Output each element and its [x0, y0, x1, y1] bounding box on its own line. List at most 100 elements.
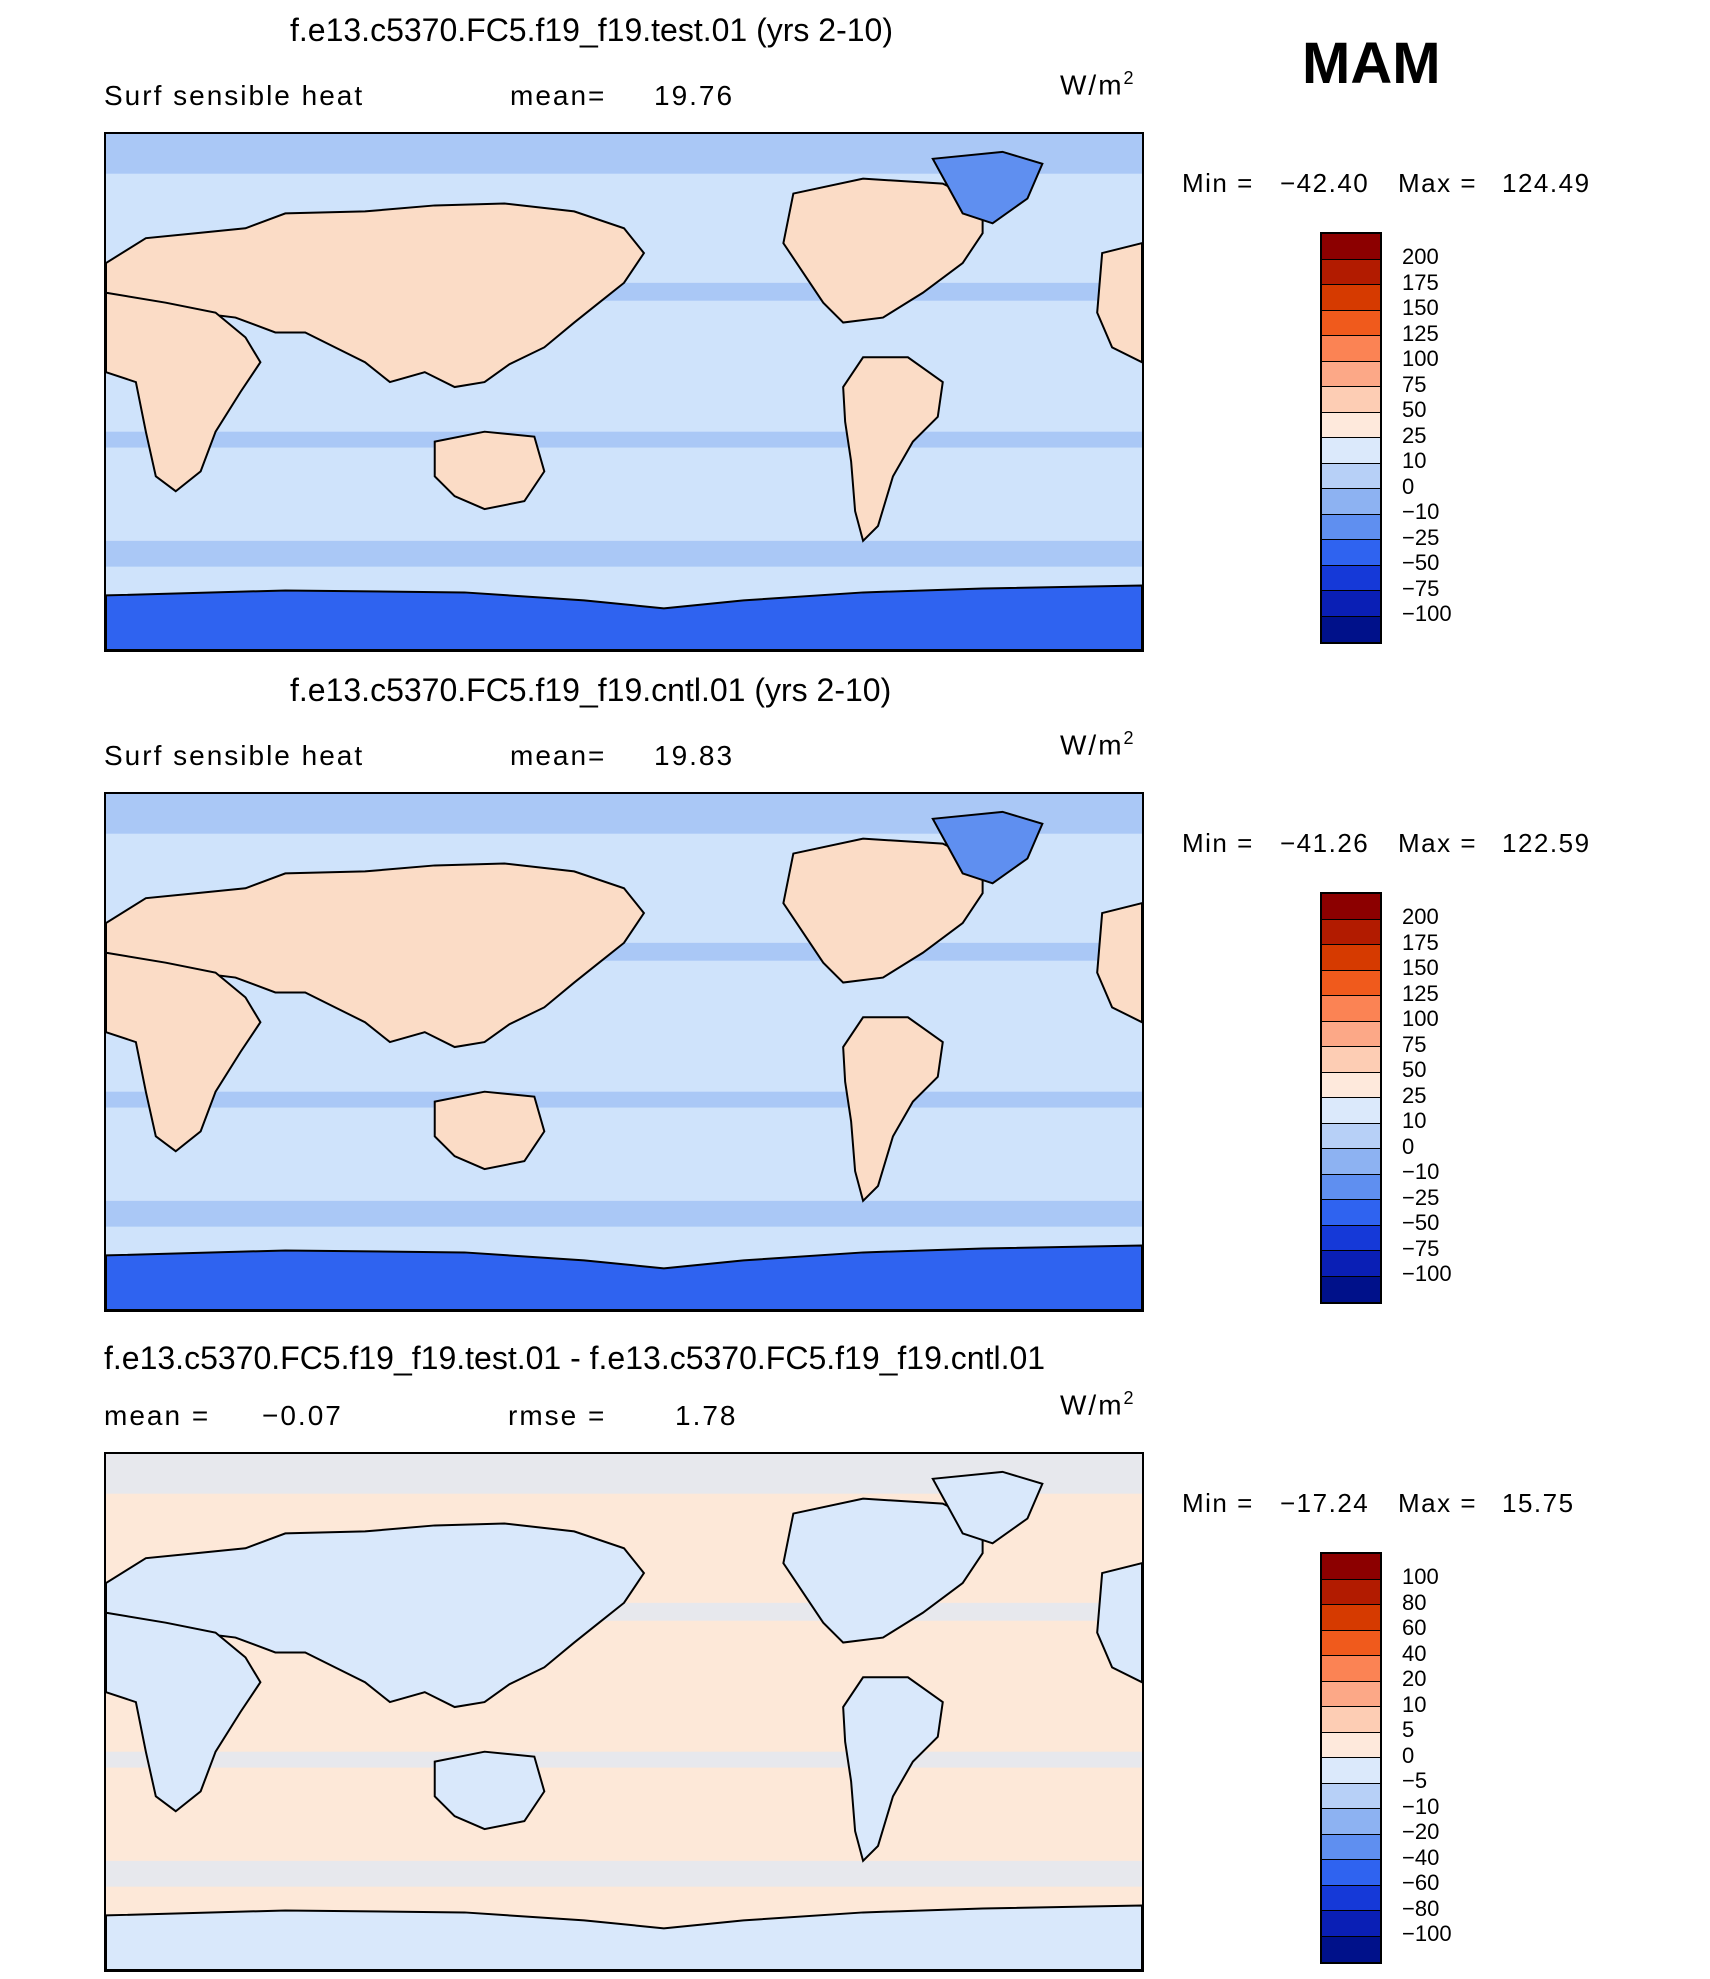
colorbar-swatch: [1322, 1885, 1380, 1911]
colorbar-swatch: [1322, 996, 1380, 1022]
colorbar-tick-label: −25: [1402, 1184, 1440, 1210]
max-value: 124.49: [1502, 168, 1591, 198]
colorbar-tick-label: −60: [1402, 1870, 1440, 1895]
colorbar-swatch: [1322, 565, 1380, 591]
colorbar-swatches: [1320, 1552, 1382, 1964]
colorbar-tick-label: 40: [1402, 1640, 1427, 1666]
land-outline: [106, 1244, 1142, 1310]
colorbar-tick-label: −50: [1402, 550, 1440, 575]
colorbar-tick-label: −5: [1402, 1768, 1428, 1793]
colorbar-swatch: [1322, 616, 1380, 642]
land-outline: [782, 837, 984, 984]
colorbar-tick-label: −100: [1402, 1261, 1452, 1286]
colorbar-swatch: [1322, 438, 1380, 464]
colorbar-tick-label: −25: [1402, 524, 1440, 550]
colorbar-tick-label: 150: [1402, 955, 1439, 980]
colorbar-swatch: [1322, 1809, 1380, 1835]
units-label: W/m2: [1060, 728, 1136, 761]
min-value: −17.24: [1280, 1488, 1370, 1518]
colorbar-tick-label: −20: [1402, 1819, 1440, 1844]
min-value: −42.40: [1280, 168, 1370, 198]
colorbar-swatch: [1322, 1021, 1380, 1047]
contour-band: [106, 540, 1142, 567]
colorbar-swatch: [1322, 1579, 1380, 1605]
colorbar-tick-label: 25: [1402, 422, 1427, 448]
colorbar-swatch: [1322, 540, 1380, 566]
colorbar-swatch: [1322, 1554, 1380, 1580]
colorbar-swatch: [1322, 1681, 1380, 1707]
colorbar-tick-label: 75: [1402, 1031, 1427, 1057]
colorbar-tick-label: 125: [1402, 980, 1439, 1006]
colorbar-swatch: [1322, 489, 1380, 515]
land-outline: [842, 1016, 944, 1203]
colorbar-tick-label: 0: [1402, 1133, 1415, 1159]
colorbar-swatch: [1322, 1605, 1380, 1631]
land-outline: [433, 1750, 546, 1831]
colorbar-tick-label: 10: [1402, 1691, 1427, 1717]
world-map-diff: [104, 1452, 1144, 1972]
colorbar-swatch: [1322, 1707, 1380, 1733]
contour-band: [106, 1200, 1142, 1227]
colorbar-swatch: [1322, 1911, 1380, 1937]
colorbar-swatch: [1322, 894, 1380, 920]
land-outline: [106, 291, 262, 493]
colorbar-swatch: [1322, 1732, 1380, 1758]
stat1-label: mean =: [104, 1400, 211, 1431]
land-outline: [782, 1497, 984, 1644]
colorbar-tick-label: −100: [1402, 1921, 1452, 1946]
stat1-label: mean=: [510, 740, 607, 771]
variable-label: Surf sensible heat: [104, 80, 365, 111]
land-outline: [106, 1904, 1142, 1970]
variable-label: Surf sensible heat: [104, 740, 365, 771]
stat1-value: 19.76: [654, 80, 735, 111]
land-outline: [106, 862, 646, 1049]
units-label: W/m2: [1060, 1388, 1136, 1421]
world-map-test: [104, 132, 1144, 652]
units-label: W/m2: [1060, 68, 1136, 101]
colorbar-swatch: [1322, 1251, 1380, 1277]
colorbar-swatch: [1322, 259, 1380, 285]
colorbar-swatch: [1322, 361, 1380, 387]
land-outline: [1096, 1562, 1142, 1684]
stat1-label: mean=: [510, 80, 607, 111]
colorbar-tick-label: 80: [1402, 1589, 1427, 1615]
colorbar-tick-label: 0: [1402, 473, 1415, 499]
colorbar-tick-label: 175: [1402, 269, 1439, 295]
land-outline: [106, 951, 262, 1153]
stat2-label: rmse =: [508, 1400, 607, 1431]
colorbar-swatch: [1322, 1174, 1380, 1200]
land-outline: [433, 430, 546, 511]
colorbar-swatch: [1322, 234, 1380, 260]
max-value: 122.59: [1502, 828, 1591, 858]
land-outline: [931, 150, 1044, 225]
colorbar-tick-label: 200: [1402, 904, 1439, 929]
land-outline: [106, 1611, 262, 1813]
colorbar-swatches: [1320, 892, 1382, 1304]
colorbar-tick-label: 175: [1402, 929, 1439, 955]
colorbar-tick-label: 100: [1402, 1006, 1439, 1031]
colorbar-tick-label: 25: [1402, 1082, 1427, 1108]
land-outline: [106, 1522, 646, 1709]
colorbar-tick-label: −10: [1402, 1159, 1440, 1184]
colorbar-swatch: [1322, 1098, 1380, 1124]
colorbar-swatch: [1322, 1630, 1380, 1656]
colorbar-swatch: [1322, 463, 1380, 489]
max-value: 15.75: [1502, 1488, 1575, 1518]
colorbar-tick-label: −40: [1402, 1844, 1440, 1870]
max-label: Max =: [1398, 1488, 1478, 1518]
land-outline: [433, 1090, 546, 1171]
colorbar-swatch: [1322, 514, 1380, 540]
land-outline: [106, 584, 1142, 650]
colorbar-tick-label: −10: [1402, 499, 1440, 524]
colorbar-swatch: [1322, 945, 1380, 971]
colorbar-swatch: [1322, 1200, 1380, 1226]
colorbar-swatch: [1322, 1783, 1380, 1809]
panel-title: f.e13.c5370.FC5.f19_f19.cntl.01 (yrs 2-1…: [290, 672, 892, 708]
colorbar-tick-label: 0: [1402, 1742, 1415, 1768]
stat1-value: 19.83: [654, 740, 735, 771]
colorbar-tick-label: 10: [1402, 1108, 1427, 1133]
land-outline: [106, 202, 646, 389]
colorbar-tick-label: 200: [1402, 244, 1439, 269]
land-outline: [1096, 902, 1142, 1024]
land-outline: [1096, 242, 1142, 364]
